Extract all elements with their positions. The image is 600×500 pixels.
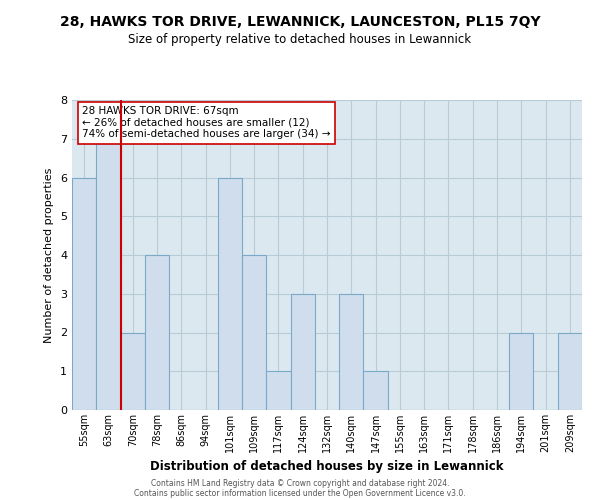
Bar (121, 332, 145, 410)
Bar (290, 294, 315, 410)
Bar (509, 332, 533, 410)
Text: 28, HAWKS TOR DRIVE, LEWANNICK, LAUNCESTON, PL15 7QY: 28, HAWKS TOR DRIVE, LEWANNICK, LAUNCEST… (59, 15, 541, 29)
X-axis label: Distribution of detached houses by size in Lewannick: Distribution of detached houses by size … (150, 460, 504, 473)
Text: Size of property relative to detached houses in Lewannick: Size of property relative to detached ho… (128, 32, 472, 46)
Text: 28 HAWKS TOR DRIVE: 67sqm
← 26% of detached houses are smaller (12)
74% of semi-: 28 HAWKS TOR DRIVE: 67sqm ← 26% of detac… (82, 106, 331, 140)
Bar (96, 138, 121, 410)
Bar (72, 178, 96, 410)
Bar (242, 255, 266, 410)
Text: Contains public sector information licensed under the Open Government Licence v3: Contains public sector information licen… (134, 488, 466, 498)
Bar (218, 178, 242, 410)
Bar (364, 371, 388, 410)
Bar (266, 371, 290, 410)
Y-axis label: Number of detached properties: Number of detached properties (44, 168, 55, 342)
Bar (558, 332, 582, 410)
Bar (339, 294, 364, 410)
Text: Contains HM Land Registry data © Crown copyright and database right 2024.: Contains HM Land Registry data © Crown c… (151, 478, 449, 488)
Bar (145, 255, 169, 410)
